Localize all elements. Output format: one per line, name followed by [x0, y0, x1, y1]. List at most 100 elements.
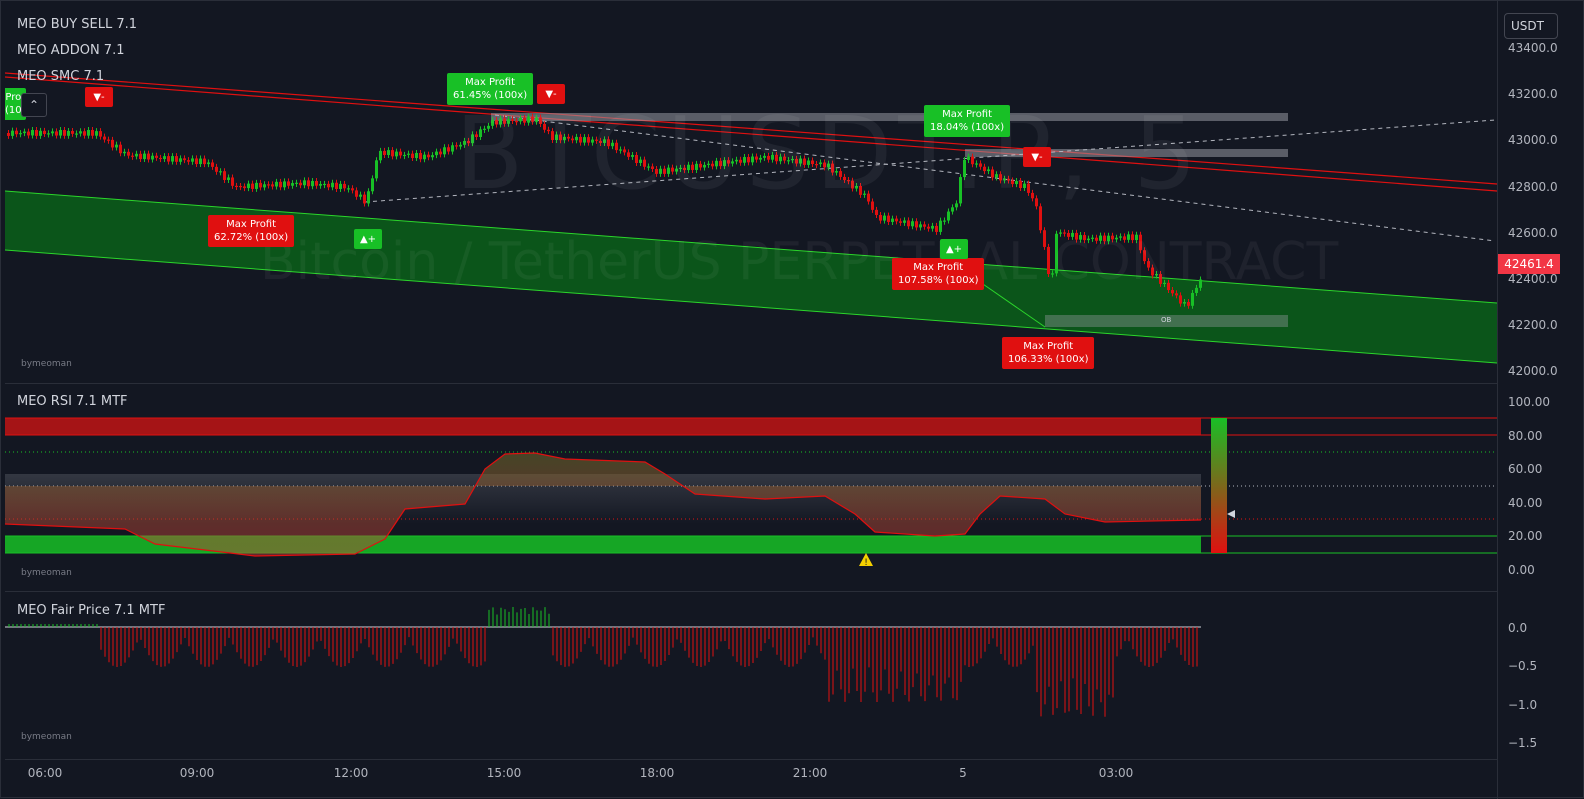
candle-body — [315, 180, 318, 186]
candle-body — [179, 158, 182, 162]
candle-body — [647, 166, 650, 168]
max-profit-label-5: Max Profit 106.33% (100x) — [1002, 337, 1095, 369]
candle-body — [379, 150, 382, 161]
author-watermark-fair: bymeoman — [21, 732, 72, 742]
candle-body — [163, 156, 166, 160]
candle-body — [387, 150, 390, 155]
candle-body — [219, 171, 222, 173]
candle-body — [463, 140, 466, 145]
buy-signal-1: ▲+ — [354, 229, 382, 249]
candle-body — [371, 178, 374, 192]
candle-body — [491, 120, 494, 126]
candle-body — [971, 156, 974, 165]
candle-body — [547, 129, 550, 132]
pane-separator-1[interactable] — [5, 383, 1497, 384]
candle-body — [227, 177, 230, 180]
fair-price-chart-svg — [5, 607, 1201, 717]
rsi-tick: 100.00 — [1508, 395, 1550, 409]
candle-body — [827, 163, 830, 168]
candle-body — [731, 161, 734, 164]
candle-body — [311, 180, 314, 187]
candle-body — [619, 149, 622, 151]
collapse-legend-button[interactable]: ⌃ — [21, 93, 47, 117]
candle-body — [635, 154, 638, 163]
candle-body — [187, 160, 190, 162]
candle-body — [23, 131, 26, 134]
candle-body — [131, 155, 134, 157]
candle-body — [763, 155, 766, 158]
candle-body — [411, 153, 414, 159]
candle-body — [423, 154, 426, 160]
candle-body — [915, 221, 918, 228]
candle-body — [1027, 183, 1030, 193]
candle-body — [843, 176, 846, 181]
candle-body — [287, 181, 290, 186]
rsi-tick: 40.00 — [1508, 495, 1543, 510]
candle-body — [211, 162, 214, 167]
candle-body — [1163, 282, 1166, 285]
currency-button[interactable]: USDT — [1504, 13, 1558, 39]
candle-body — [299, 182, 302, 186]
candle-body — [1023, 183, 1026, 188]
price-axis[interactable]: 43400.0 43200.0 43000.0 42800.0 42600.0 42400… — [1497, 1, 1584, 799]
indicator-rsi[interactable]: MEO RSI 7.1 MTF — [17, 394, 128, 409]
candle-body — [43, 130, 46, 135]
candle-body — [743, 157, 746, 163]
indicator-fair-price[interactable]: MEO Fair Price 7.1 MTF — [17, 603, 166, 618]
max-profit-title: Max Profit — [942, 109, 993, 120]
main-price-pane[interactable]: BTCUSDT.P, 5 Bitcoin / TetherUS PERPETUA… — [5, 7, 1497, 383]
time-axis[interactable]: 06:00 09:00 12:00 15:00 18:00 21:00 5 03:00 — [5, 759, 1497, 796]
candle-body — [927, 226, 930, 229]
candle-body — [959, 177, 962, 204]
pane-separator-2[interactable] — [5, 591, 1497, 592]
candle-body — [851, 180, 854, 189]
candle-body — [91, 130, 94, 136]
candle-body — [487, 125, 490, 129]
candle-body — [783, 156, 786, 161]
fair-tick: −1.0 — [1508, 697, 1538, 712]
candle-body — [1015, 181, 1018, 185]
candle-body — [895, 218, 898, 222]
rsi-fill-area — [5, 453, 1201, 556]
indicator-smc[interactable]: MEO SMC 7.1 — [17, 69, 105, 84]
candle-body — [383, 150, 386, 155]
candle-body — [347, 188, 350, 190]
candle-body — [99, 131, 102, 137]
time-tick: 15:00 — [486, 766, 522, 780]
candle-body — [87, 130, 90, 136]
candle-body — [611, 142, 614, 147]
candle-body — [519, 117, 522, 122]
candle-body — [351, 188, 354, 191]
candle-body — [159, 157, 162, 160]
candle-body — [479, 129, 482, 138]
last-price-label: 42461.4 — [1498, 254, 1560, 274]
candle-body — [823, 162, 826, 168]
fair-price-pane[interactable] — [5, 592, 1497, 758]
indicator-addon[interactable]: MEO ADDON 7.1 — [17, 43, 125, 58]
main-tick: 42600.0 — [1508, 225, 1558, 240]
candle-body — [459, 144, 462, 147]
candle-body — [135, 153, 138, 157]
indicator-buy-sell[interactable]: MEO BUY SELL 7.1 — [17, 17, 138, 32]
candle-body — [1175, 293, 1178, 296]
candle-body — [507, 119, 510, 124]
candle-body — [683, 167, 686, 171]
candle-body — [643, 159, 646, 167]
max-profit-title: Max Profit — [1023, 341, 1074, 352]
buy-signal-2: ▲+ — [940, 239, 968, 259]
rsi-pane[interactable]: ! — [5, 384, 1497, 591]
candle-body — [935, 225, 938, 232]
candle-body — [1007, 178, 1010, 181]
candle-body — [323, 183, 326, 186]
supply-zone-1 — [491, 113, 1288, 121]
max-profit-title: Pro — [5, 92, 22, 103]
candle-body — [363, 194, 366, 204]
candle-body — [779, 156, 782, 162]
candle-body — [943, 220, 946, 222]
candle-body — [167, 156, 170, 162]
candle-body — [115, 144, 118, 148]
candle-body — [1063, 232, 1066, 234]
red-trend-line-1 — [5, 72, 1497, 185]
max-profit-title: Max Profit — [226, 219, 277, 230]
